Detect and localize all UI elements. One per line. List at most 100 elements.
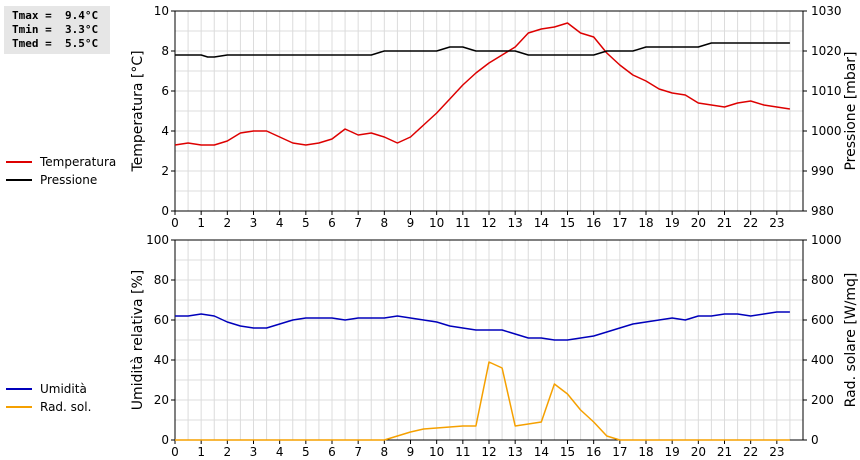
x-tick-label: 13 <box>508 216 523 230</box>
x-tick-label: 3 <box>250 216 258 230</box>
x-tick-label: 20 <box>691 216 706 230</box>
x-tick-label: 18 <box>638 445 653 459</box>
y-right-tick-label: 0 <box>811 433 819 447</box>
x-tick-label: 16 <box>586 445 601 459</box>
series-line-rad-sol- <box>175 361 790 441</box>
x-tick-label: 17 <box>612 216 627 230</box>
x-tick-label: 5 <box>302 445 310 459</box>
legend-label-umidita: Umidità <box>40 382 87 396</box>
y-tick-label: 0 <box>161 204 169 218</box>
x-tick-label: 6 <box>328 445 336 459</box>
legend-item-umidita: Umidità <box>6 380 91 398</box>
x-tick-label: 14 <box>534 216 549 230</box>
y-right-tick-label: 600 <box>811 313 834 327</box>
legend-swatch-umidita <box>6 388 32 390</box>
grid-0 <box>174 10 804 212</box>
series-line-pressione <box>175 42 790 58</box>
y-right-tick-label: 400 <box>811 353 834 367</box>
series-line-temperatura <box>174 22 791 146</box>
x-tick-label: 2 <box>224 216 232 230</box>
y-tick-label: 80 <box>154 273 169 287</box>
x-tick-label: 18 <box>638 216 653 230</box>
y-tick-label: 10 <box>154 4 169 18</box>
y-right-tick-label: 1010 <box>811 84 842 98</box>
legend-item-temperatura: Temperatura <box>6 153 116 171</box>
x-tick-label: 7 <box>354 216 362 230</box>
y-tick-label: 100 <box>146 233 169 247</box>
x-tick-label: 1 <box>197 445 205 459</box>
x-tick-label: 7 <box>354 445 362 459</box>
x-tick-label: 16 <box>586 216 601 230</box>
y-right-tick-label: 990 <box>811 164 834 178</box>
x-tick-label: 15 <box>560 216 575 230</box>
x-tick-label: 2 <box>224 445 232 459</box>
y-tick-label: 0 <box>161 433 169 447</box>
y-tick-label: 2 <box>161 164 169 178</box>
x-tick-label: 11 <box>455 216 470 230</box>
x-tick-label: 1 <box>197 216 205 230</box>
y-tick-label: 6 <box>161 84 169 98</box>
x-tick-label: 4 <box>276 445 284 459</box>
x-tick-label: 21 <box>717 216 732 230</box>
x-tick-label: 9 <box>407 216 415 230</box>
chart-panel-1: 0 1 2 3 4 5 6 7 8 9 10 11 12 13 14 15 16 17 18 19 20 21 22 2302… <box>130 233 859 459</box>
x-tick-label: 15 <box>560 445 575 459</box>
x-tick-label: 19 <box>665 445 680 459</box>
x-tick-label: 14 <box>534 445 549 459</box>
x-tick-label: 10 <box>429 445 444 459</box>
tmin-text: Tmin = 3.3°C <box>12 23 99 36</box>
legend-label-rad-sol: Rad. sol. <box>40 400 92 414</box>
legend-item-rad-sol: Rad. sol. <box>6 398 91 416</box>
x-tick-label: 6 <box>328 216 336 230</box>
y-right-axis-label-0: Pressione [mbar] <box>843 51 859 170</box>
x-tick-label: 9 <box>407 445 415 459</box>
x-tick-label: 23 <box>769 216 784 230</box>
x-tick-label: 22 <box>743 445 758 459</box>
legend-label-temperatura: Temperatura <box>40 155 117 169</box>
x-tick-label: 0 <box>171 445 179 459</box>
legend-swatch-pressione <box>6 179 32 181</box>
x-tick-label: 13 <box>508 445 523 459</box>
x-tick-label: 5 <box>302 216 310 230</box>
grid-1 <box>174 239 804 441</box>
x-tick-label: 3 <box>250 445 258 459</box>
y-right-tick-label: 1000 <box>811 124 842 138</box>
x-tick-label: 12 <box>481 445 496 459</box>
x-tick-label: 22 <box>743 216 758 230</box>
x-tick-label: 0 <box>171 216 179 230</box>
y-right-axis-label-1: Rad. solare [W/mq] <box>843 273 859 408</box>
y-right-tick-label: 200 <box>811 393 834 407</box>
y-axis-label-1: Umidità relativa [%] <box>130 270 146 411</box>
y-right-tick-label: 1030 <box>811 4 842 18</box>
x-tick-label: 12 <box>481 216 496 230</box>
chart-panel-0: 0 1 2 3 4 5 6 7 8 9 10 11 12 13 14 15 16 17 18 19 20 21 22 2302… <box>130 4 859 230</box>
y-right-tick-label: 1000 <box>811 233 842 247</box>
legend-label-pressione: Pressione <box>40 173 98 187</box>
y-right-tick-label: 1020 <box>811 44 842 58</box>
series-line-umidit- <box>175 311 790 341</box>
tmax-text: Tmax = 9.4°C <box>12 9 99 22</box>
x-tick-label: 23 <box>769 445 784 459</box>
temperature-stats-box: Tmax = 9.4°C Tmin = 3.3°C Tmed = 5.5°C <box>4 6 110 54</box>
legend-bottom: Umidità Rad. sol. <box>6 380 91 416</box>
tmed-text: Tmed = 5.5°C <box>12 37 99 50</box>
legend-swatch-temperatura <box>6 161 32 163</box>
legend-swatch-rad-sol <box>6 406 32 408</box>
x-tick-label: 17 <box>612 445 627 459</box>
x-tick-label: 10 <box>429 216 444 230</box>
y-right-tick-label: 800 <box>811 273 834 287</box>
x-tick-label: 21 <box>717 445 732 459</box>
legend-top: Temperatura Pressione <box>6 153 116 189</box>
y-right-tick-label: 980 <box>811 204 834 218</box>
x-tick-label: 8 <box>381 216 389 230</box>
y-tick-label: 20 <box>154 393 169 407</box>
y-tick-label: 4 <box>161 124 169 138</box>
y-tick-label: 40 <box>154 353 169 367</box>
x-tick-label: 4 <box>276 216 284 230</box>
legend-item-pressione: Pressione <box>6 171 116 189</box>
x-tick-label: 11 <box>455 445 470 459</box>
y-axis-label-0: Temperatura [°C] <box>130 50 146 172</box>
x-tick-label: 19 <box>665 216 680 230</box>
